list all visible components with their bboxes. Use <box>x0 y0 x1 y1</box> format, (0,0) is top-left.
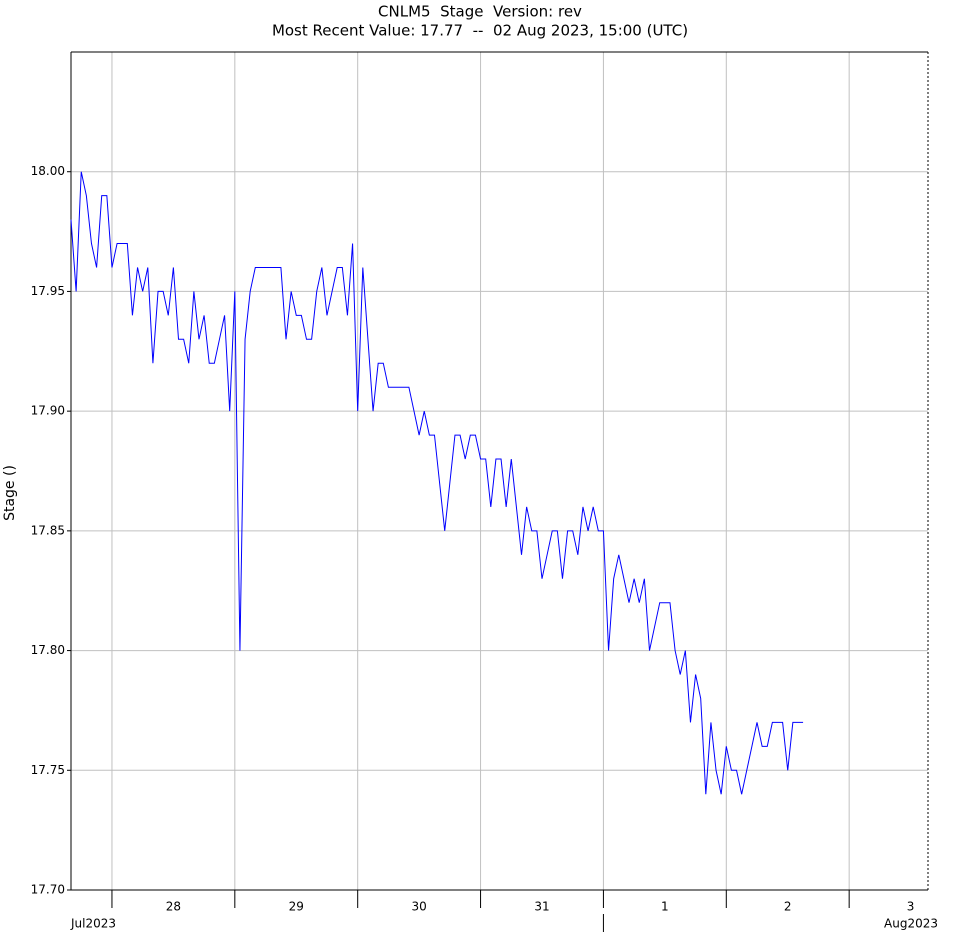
x-tick-label: 3 <box>907 900 915 914</box>
y-tick-label: 17.95 <box>31 284 65 298</box>
chart-title: CNLM5 Stage Version: rev <box>378 3 582 21</box>
month-label: Aug2023 <box>884 917 938 931</box>
x-tick-label: 31 <box>534 900 549 914</box>
y-tick-label: 18.00 <box>31 164 65 178</box>
x-tick-label: 2 <box>784 900 792 914</box>
chart-subtitle: Most Recent Value: 17.77 -- 02 Aug 2023,… <box>272 22 688 40</box>
y-tick-label: 17.70 <box>31 883 65 897</box>
x-tick-label: 30 <box>411 900 426 914</box>
data-line <box>70 171 804 795</box>
y-tick-label: 17.90 <box>31 404 65 418</box>
y-tick-label: 17.80 <box>31 643 65 657</box>
x-tick-label: 28 <box>166 900 181 914</box>
month-label: Jul2023 <box>70 917 116 931</box>
x-tick-label: 1 <box>661 900 669 914</box>
x-tick-label: 29 <box>289 900 304 914</box>
y-tick-label: 17.75 <box>31 763 65 777</box>
y-axis-label: Stage () <box>2 465 18 521</box>
y-tick-label: 17.85 <box>31 523 65 537</box>
